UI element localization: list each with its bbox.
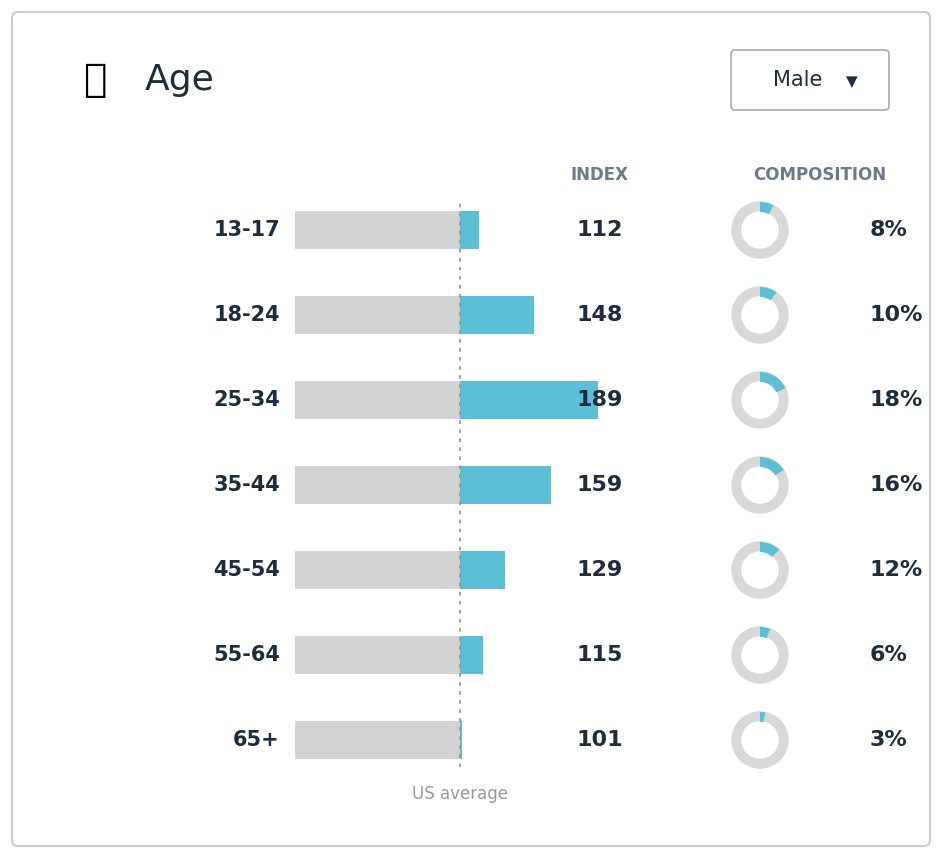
Text: 45-54: 45-54 (213, 560, 280, 580)
Wedge shape (760, 287, 776, 300)
Circle shape (742, 637, 778, 673)
FancyBboxPatch shape (295, 296, 460, 334)
Circle shape (742, 297, 778, 333)
Text: 3%: 3% (870, 730, 908, 750)
Text: 189: 189 (577, 390, 624, 410)
Circle shape (732, 542, 788, 598)
Circle shape (742, 382, 778, 418)
Text: US average: US average (412, 785, 508, 803)
Text: 159: 159 (577, 475, 623, 495)
Text: INDEX: INDEX (571, 166, 629, 184)
Text: 115: 115 (577, 645, 624, 665)
Text: 25-34: 25-34 (213, 390, 280, 410)
Text: 8%: 8% (870, 220, 908, 240)
Text: 129: 129 (577, 560, 623, 580)
Wedge shape (760, 457, 784, 475)
Text: 🎂: 🎂 (83, 61, 106, 99)
Wedge shape (760, 372, 786, 392)
FancyBboxPatch shape (460, 636, 483, 674)
Circle shape (742, 722, 778, 758)
Text: 35-44: 35-44 (213, 475, 280, 495)
Text: 12%: 12% (870, 560, 923, 580)
FancyBboxPatch shape (460, 721, 462, 759)
Text: COMPOSITION: COMPOSITION (754, 166, 886, 184)
FancyBboxPatch shape (460, 296, 534, 334)
Wedge shape (760, 542, 779, 557)
Text: Male: Male (773, 70, 822, 90)
FancyBboxPatch shape (295, 551, 460, 589)
Circle shape (742, 552, 778, 588)
FancyBboxPatch shape (295, 466, 460, 504)
FancyBboxPatch shape (460, 381, 598, 419)
Wedge shape (760, 627, 771, 638)
FancyBboxPatch shape (295, 636, 460, 674)
FancyBboxPatch shape (295, 211, 460, 249)
FancyBboxPatch shape (731, 50, 889, 110)
Text: Age: Age (145, 63, 215, 97)
Text: ▼: ▼ (846, 75, 858, 89)
Circle shape (732, 202, 788, 258)
FancyBboxPatch shape (12, 12, 930, 846)
Text: 16%: 16% (870, 475, 923, 495)
Text: 18-24: 18-24 (214, 305, 280, 325)
Circle shape (732, 287, 788, 343)
Text: 13-17: 13-17 (214, 220, 280, 240)
FancyBboxPatch shape (295, 721, 460, 759)
Text: 55-64: 55-64 (213, 645, 280, 665)
Text: 10%: 10% (870, 305, 923, 325)
Text: 6%: 6% (870, 645, 908, 665)
Text: 112: 112 (577, 220, 624, 240)
FancyBboxPatch shape (295, 381, 460, 419)
Wedge shape (760, 712, 765, 722)
FancyBboxPatch shape (460, 211, 479, 249)
Circle shape (732, 627, 788, 683)
Text: 65+: 65+ (234, 730, 280, 750)
Wedge shape (760, 202, 773, 214)
Circle shape (732, 712, 788, 768)
Text: 148: 148 (577, 305, 624, 325)
Circle shape (742, 212, 778, 248)
Circle shape (732, 457, 788, 513)
Circle shape (732, 372, 788, 428)
Circle shape (742, 467, 778, 503)
Text: 18%: 18% (870, 390, 923, 410)
FancyBboxPatch shape (460, 551, 505, 589)
Text: 101: 101 (577, 730, 624, 750)
FancyBboxPatch shape (460, 466, 551, 504)
